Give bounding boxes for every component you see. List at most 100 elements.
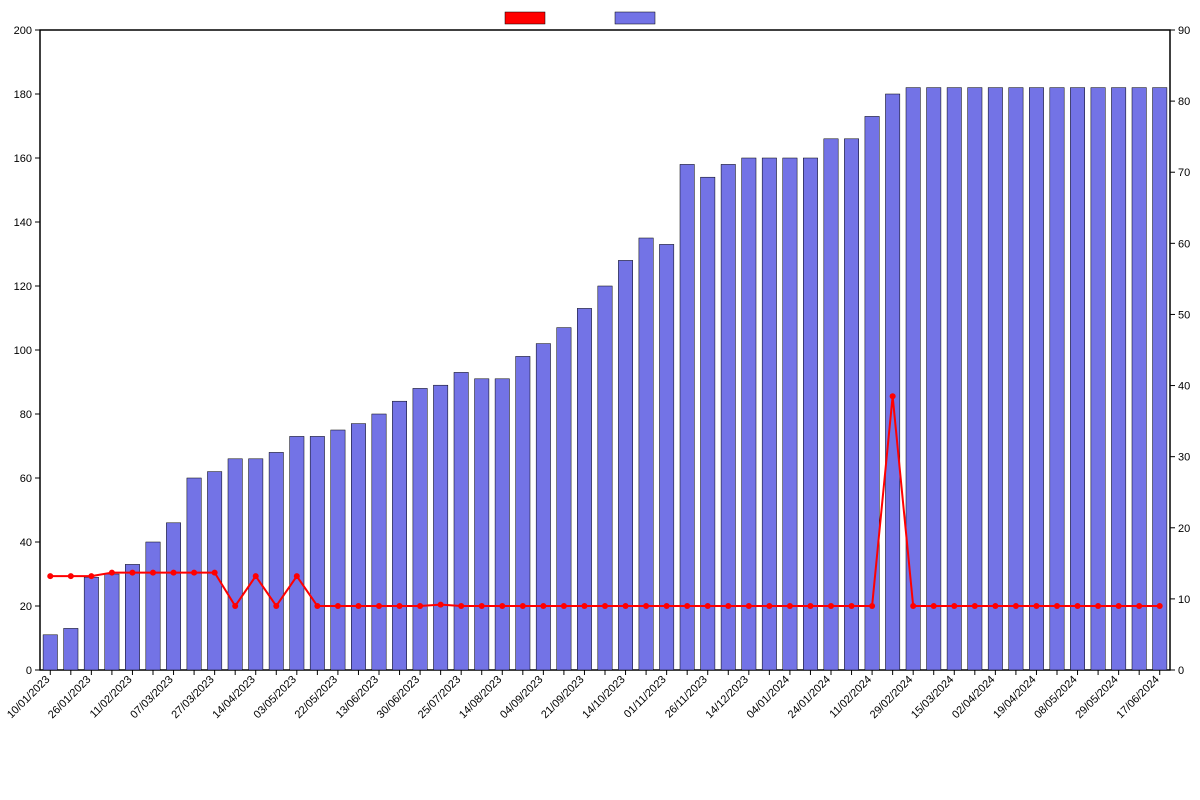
bar: [64, 628, 78, 670]
bar: [290, 436, 304, 670]
bar: [762, 158, 776, 670]
line-marker: [1075, 603, 1081, 609]
bar: [824, 139, 838, 670]
bar: [721, 164, 735, 670]
line-marker: [623, 603, 629, 609]
line-marker: [355, 603, 361, 609]
bar: [1050, 88, 1064, 670]
bar: [516, 356, 530, 670]
bar: [146, 542, 160, 670]
bar: [803, 158, 817, 670]
line-marker: [109, 570, 115, 576]
chart-container: 0204060801001201401601802000102030405060…: [0, 0, 1200, 800]
line-marker: [376, 603, 382, 609]
svg-text:10: 10: [1178, 594, 1190, 606]
line-marker: [725, 603, 731, 609]
bar: [433, 385, 447, 670]
bar: [269, 452, 283, 670]
bar: [475, 379, 489, 670]
bar: [885, 94, 899, 670]
line-marker: [561, 603, 567, 609]
line-marker: [684, 603, 690, 609]
bar: [557, 328, 571, 670]
bar: [43, 635, 57, 670]
bar: [84, 577, 98, 670]
bar: [413, 388, 427, 670]
line-marker: [1157, 603, 1163, 609]
line-marker: [294, 573, 300, 579]
line-marker: [150, 570, 156, 576]
line-marker: [972, 603, 978, 609]
bar: [783, 158, 797, 670]
line-marker: [581, 603, 587, 609]
svg-text:0: 0: [1178, 665, 1184, 677]
bar: [1070, 88, 1084, 670]
bar: [988, 88, 1002, 670]
bar: [105, 574, 119, 670]
line-marker: [171, 570, 177, 576]
line-marker: [910, 603, 916, 609]
svg-text:160: 160: [14, 153, 32, 165]
bar: [495, 379, 509, 670]
combo-chart: 0204060801001201401601802000102030405060…: [0, 0, 1200, 800]
line-marker: [499, 603, 505, 609]
line-marker: [664, 603, 670, 609]
line-marker: [479, 603, 485, 609]
line-marker: [849, 603, 855, 609]
line-marker: [397, 603, 403, 609]
bar: [1009, 88, 1023, 670]
svg-text:60: 60: [20, 473, 32, 485]
svg-text:80: 80: [1178, 96, 1190, 108]
line-marker: [643, 603, 649, 609]
line-marker: [1033, 603, 1039, 609]
bar: [680, 164, 694, 670]
line-marker: [869, 603, 875, 609]
svg-text:200: 200: [14, 25, 32, 37]
line-marker: [1054, 603, 1060, 609]
line-marker: [417, 603, 423, 609]
line-marker: [602, 603, 608, 609]
line-marker: [1136, 603, 1142, 609]
svg-text:20: 20: [20, 601, 32, 613]
svg-text:100: 100: [14, 345, 32, 357]
bar: [577, 308, 591, 670]
svg-text:30: 30: [1178, 452, 1190, 464]
line-marker: [191, 570, 197, 576]
bar: [351, 424, 365, 670]
line-marker: [931, 603, 937, 609]
line-marker: [273, 603, 279, 609]
line-marker: [766, 603, 772, 609]
line-marker: [746, 603, 752, 609]
bar: [228, 459, 242, 670]
svg-text:180: 180: [14, 89, 32, 101]
bar: [906, 88, 920, 670]
bar: [1029, 88, 1043, 670]
line-marker: [1116, 603, 1122, 609]
line-marker: [540, 603, 546, 609]
line-marker: [212, 570, 218, 576]
line-marker: [1095, 603, 1101, 609]
bar: [701, 177, 715, 670]
svg-text:140: 140: [14, 217, 32, 229]
legend-bar-swatch: [615, 12, 655, 24]
bar: [927, 88, 941, 670]
bar: [844, 139, 858, 670]
bar: [125, 564, 139, 670]
line-marker: [705, 603, 711, 609]
line-marker: [520, 603, 526, 609]
line-marker: [438, 602, 444, 608]
bar: [1091, 88, 1105, 670]
line-marker: [68, 573, 74, 579]
bar: [865, 116, 879, 670]
bar: [1153, 88, 1167, 670]
bar: [536, 344, 550, 670]
line-marker: [47, 573, 53, 579]
svg-text:70: 70: [1178, 167, 1190, 179]
svg-text:40: 40: [20, 537, 32, 549]
line-marker: [232, 603, 238, 609]
line-marker: [828, 603, 834, 609]
legend-line-swatch: [505, 12, 545, 24]
line-marker: [314, 603, 320, 609]
svg-text:120: 120: [14, 281, 32, 293]
line-marker: [787, 603, 793, 609]
